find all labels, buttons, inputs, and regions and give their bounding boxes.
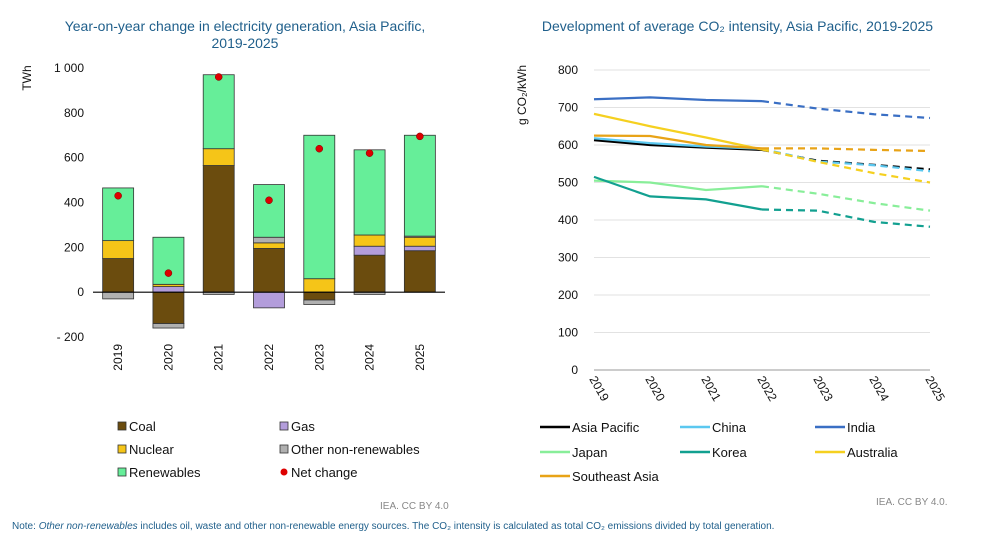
net-change-point [416,132,424,141]
y-tick-label: 600 [558,138,578,152]
y-tick-label: 200 [64,240,84,254]
line-australia-historical [593,112,763,151]
legend-label: Asia Pacific [572,420,640,435]
x-tick-label: 2021 [698,374,724,404]
note-label: Note: [12,521,39,532]
legend-label: Japan [572,445,607,460]
legend-label: Renewables [129,465,201,480]
legend-label: Other non-renewables [291,442,420,457]
x-tick-label: 2023 [810,374,836,404]
legend-swatch-gas [279,421,289,431]
y-tick-label: 800 [558,63,578,77]
y-tick-label: 300 [558,251,578,265]
note-italic: Other non-renewables [38,521,138,532]
line-india-historical [593,96,763,103]
legend-swatch-coal [117,421,127,431]
y-tick-label: - 200 [57,330,85,344]
legend-swatch-other-non-renewables [279,444,289,454]
x-tick-label: 2019 [586,374,612,404]
y-tick-label: 100 [558,326,578,340]
left-title-line1: Year-on-year change in electricity gener… [64,18,426,34]
x-tick-label: 2024 [363,344,377,371]
line-japan-historical [593,179,763,192]
net-change-point [315,144,324,153]
bar-segment-renewables [253,184,285,238]
right-chart-title: Development of average CO₂ intensity, As… [541,18,934,34]
line-japan-forecast [761,185,931,212]
y-tick-label: 700 [558,101,578,115]
legend-label: India [847,420,876,435]
bar-segment-coal [102,258,135,293]
y-tick-label: 500 [558,176,578,190]
bar-segment-coal [202,165,235,293]
bar-segment-other-non-renewables [152,323,185,329]
left-source: IEA. CC BY 4.0 [380,501,449,512]
bar-segment-renewables [202,74,235,150]
net-change-point [114,192,122,200]
x-tick-label: 2020 [642,374,668,404]
x-tick-label: 2023 [312,344,326,371]
net-change-point [265,196,273,205]
legend-label: Korea [712,445,747,460]
y-tick-label: 0 [77,285,84,299]
x-tick-label: 2024 [866,374,892,404]
bar-segment-coal [253,248,285,293]
x-tick-label: 2022 [262,344,276,371]
y-tick-label: 0 [571,363,578,377]
line-southeast-asia-forecast [762,147,931,153]
x-tick-label: 2025 [413,344,427,371]
x-tick-label: 2025 [922,374,948,404]
legend-label: Coal [129,419,156,434]
x-tick-label: 2022 [754,374,780,404]
left-chart-title: Year-on-year change in electricity gener… [20,18,470,52]
net-change-point [164,269,173,277]
legend-label: Australia [847,445,898,460]
x-tick-label: 2021 [212,344,226,371]
bar-segment-renewables [303,134,336,280]
y-tick-label: 1 000 [54,61,84,75]
right-source: IEA. CC BY 4.0. [876,497,948,508]
line-korea-forecast [761,208,931,228]
net-change-point [365,149,374,157]
line-southeast-asia-historical [593,134,763,150]
line-asia-pacific-historical [593,139,763,151]
y-tick-label: 200 [558,288,578,302]
legend-label: Gas [291,419,315,434]
left-title-line2: 2019-2025 [211,35,279,51]
footnote: Note: Other non-renewables includes oil,… [12,521,774,532]
legend-swatch-renewables [117,467,127,477]
bar-segment-coal [353,254,386,293]
legend-label: Southeast Asia [572,469,659,484]
y-axis-label: g CO₂/kWh [515,65,529,125]
line-korea-historical [593,175,763,211]
y-tick-label: 400 [64,196,84,210]
y-tick-label: 800 [64,106,84,120]
legend-swatch-nuclear [117,444,127,454]
x-tick-label: 2020 [161,344,175,371]
legend-label: Nuclear [129,442,174,457]
y-tick-label: 400 [558,213,578,227]
note-text: includes oil, waste and other non-renewa… [137,521,775,532]
legend-label: China [712,420,747,435]
line-australia-forecast [761,148,931,184]
x-tick-label: 2019 [111,344,125,371]
y-tick-label: 600 [64,151,84,165]
bar-segment-other-non-renewables [303,299,336,305]
line-india-forecast [761,100,931,120]
legend-label: Net change [291,465,358,480]
net-change-point [214,73,223,81]
y-axis-label: TWh [20,65,34,90]
legend-marker-net-change [280,468,288,476]
bar-segment-coal [403,250,436,293]
